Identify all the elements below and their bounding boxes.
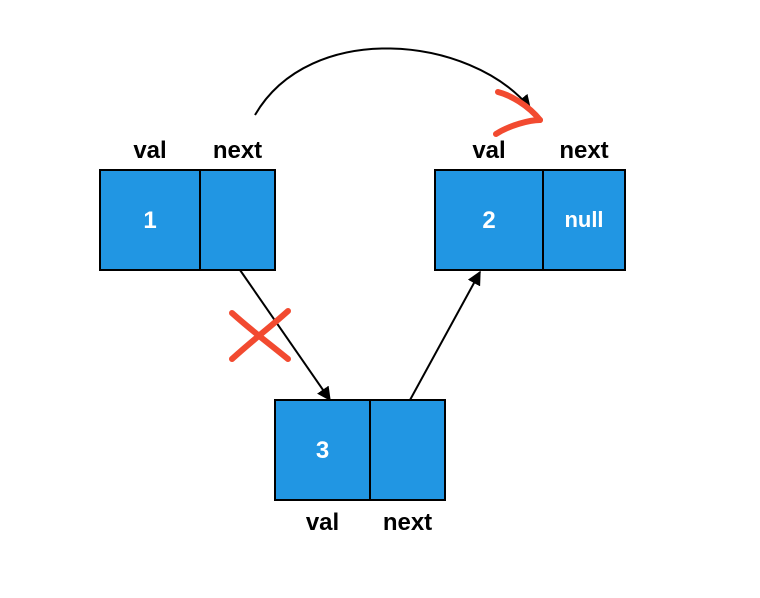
node1: 1 val next — [100, 137, 275, 270]
edge-1-to-3 — [232, 270, 330, 400]
node2-val-label: val — [472, 137, 505, 164]
edge-1-to-3-cross — [232, 311, 288, 359]
node2-value: 2 — [482, 207, 495, 234]
linked-list-diagram: 1 val next 2 null val next 3 val next — [0, 0, 760, 598]
node3-next-label: next — [383, 509, 432, 536]
edge-1-to-2-curve-line — [255, 48, 530, 115]
node3-next-box — [370, 400, 445, 500]
edge-1-to-2-curve-highlight-arrow — [496, 92, 540, 134]
node1-val-label: val — [133, 137, 166, 164]
edge-3-to-2-line — [410, 272, 480, 400]
node3: 3 val next — [275, 400, 445, 536]
node1-next-label: next — [213, 137, 262, 164]
node2: 2 null val next — [435, 137, 625, 270]
edge-3-to-2 — [410, 272, 480, 400]
node3-value: 3 — [316, 437, 329, 464]
node1-next-box — [200, 170, 275, 270]
edge-1-to-2-curve — [255, 48, 540, 134]
node3-val-label: val — [306, 509, 339, 536]
node2-next-label: next — [559, 137, 608, 164]
node2-next-text: null — [564, 207, 603, 232]
node1-value: 1 — [143, 207, 156, 234]
